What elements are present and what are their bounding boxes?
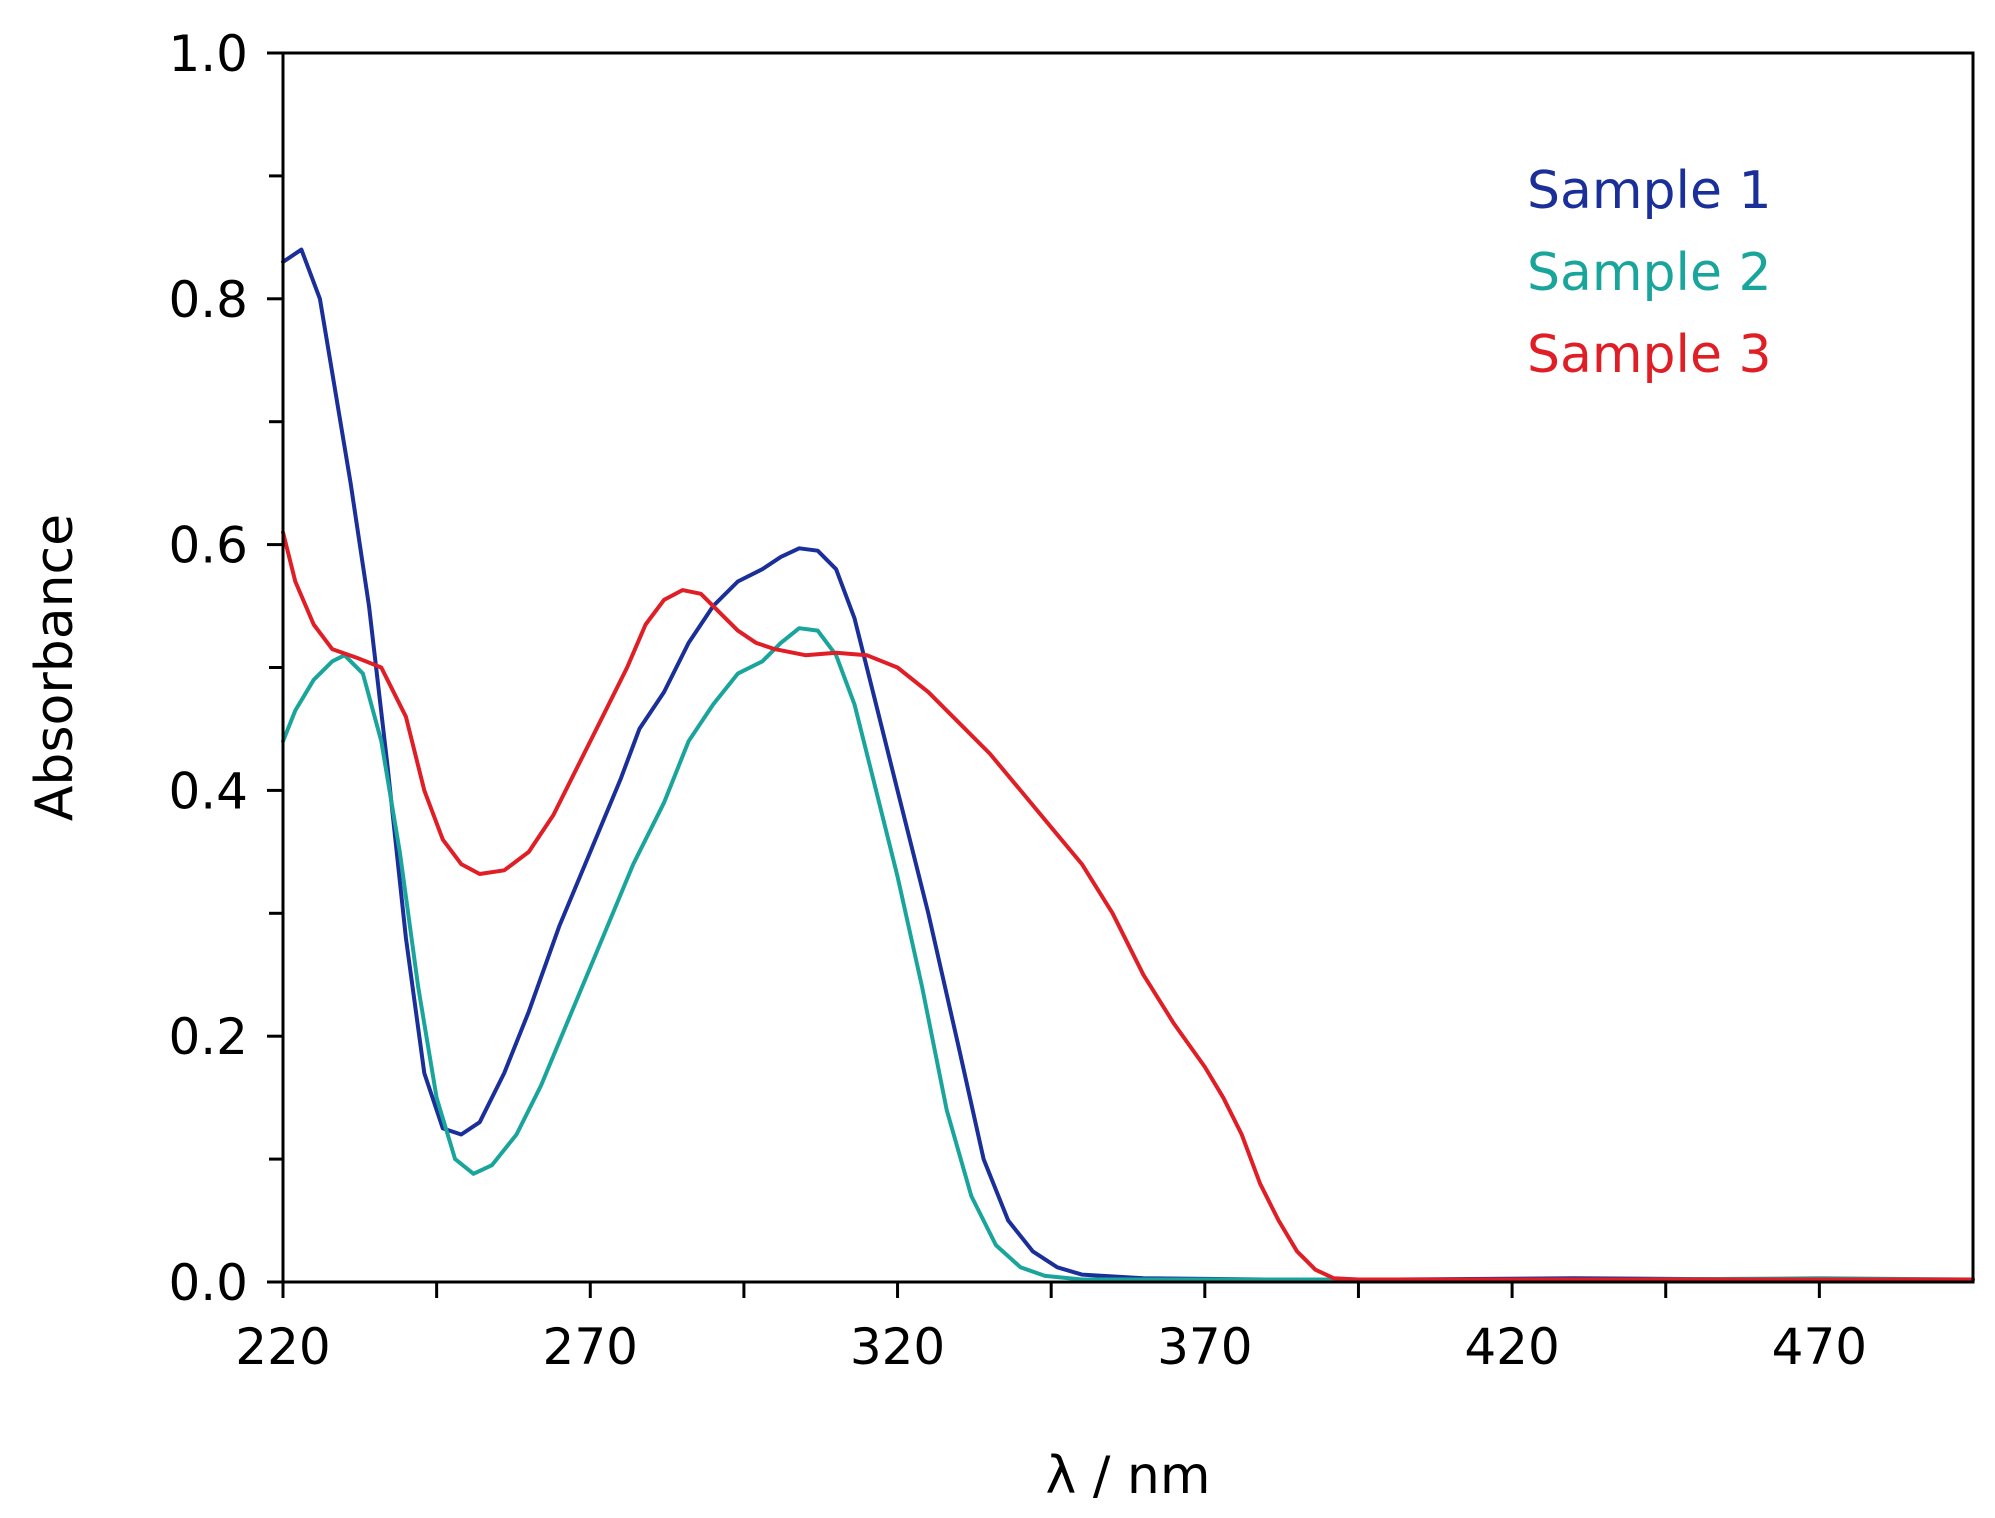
x-tick-label: 370: [1157, 1318, 1252, 1376]
x-axis-title: λ / nm: [1046, 1446, 1211, 1506]
series-layer: [281, 247, 1975, 1282]
ticks-layer: 220 270 320 370 420 470 0.0 0.2 0.4 0.6 0.8 1.0: [168, 25, 1867, 1376]
y-tick-label: 0.0: [168, 1254, 248, 1312]
legend: Sample 1 Sample 2 Sample 3: [1527, 161, 1772, 385]
series-line-sample-1: [281, 247, 1975, 1282]
series-line-sample-2: [281, 626, 1975, 1282]
legend-label-sample-1: Sample 1: [1527, 161, 1772, 221]
y-tick-label: 1.0: [168, 25, 248, 83]
x-tick-label: 320: [850, 1318, 945, 1376]
series-line-sample-3: [281, 530, 1975, 1282]
x-tick-label: 220: [235, 1318, 330, 1376]
y-tick-label: 0.6: [168, 517, 248, 575]
y-tick-label: 0.4: [168, 762, 248, 820]
x-tick-label: 270: [543, 1318, 638, 1376]
legend-label-sample-2: Sample 2: [1527, 243, 1772, 303]
y-tick-label: 0.2: [168, 1008, 248, 1066]
y-tick-label: 0.8: [168, 271, 248, 329]
y-axis-title: Absorbance: [25, 514, 85, 821]
x-tick-label: 470: [1772, 1318, 1867, 1376]
legend-label-sample-3: Sample 3: [1527, 325, 1772, 385]
x-tick-label: 420: [1464, 1318, 1559, 1376]
